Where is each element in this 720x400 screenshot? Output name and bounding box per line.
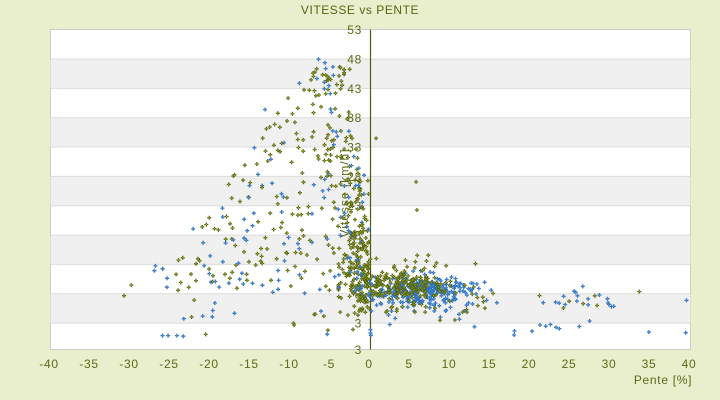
svg-text:0: 0: [365, 357, 372, 371]
svg-text:-35: -35: [79, 357, 98, 371]
svg-text:53: 53: [347, 23, 362, 37]
svg-text:-20: -20: [199, 357, 218, 371]
svg-text:VITESSE vs PENTE: VITESSE vs PENTE: [301, 3, 419, 17]
svg-text:Pente [%]: Pente [%]: [634, 373, 692, 387]
svg-text:48: 48: [347, 53, 362, 67]
svg-text:20: 20: [522, 357, 537, 371]
svg-text:33: 33: [347, 141, 362, 155]
svg-text:35: 35: [642, 357, 657, 371]
svg-text:-10: -10: [279, 357, 298, 371]
svg-text:30: 30: [602, 357, 617, 371]
svg-text:-15: -15: [239, 357, 258, 371]
svg-text:-40: -40: [39, 357, 58, 371]
svg-text:43: 43: [347, 82, 362, 96]
svg-text:40: 40: [682, 357, 697, 371]
svg-text:3: 3: [355, 343, 362, 357]
svg-text:-25: -25: [159, 357, 178, 371]
svg-text:-5: -5: [323, 357, 335, 371]
svg-text:38: 38: [347, 111, 362, 125]
svg-text:-30: -30: [119, 357, 138, 371]
svg-text:25: 25: [562, 357, 577, 371]
svg-text:3: 3: [355, 317, 362, 331]
svg-text:15: 15: [482, 357, 497, 371]
svg-text:10: 10: [442, 357, 457, 371]
svg-text:5: 5: [405, 357, 412, 371]
